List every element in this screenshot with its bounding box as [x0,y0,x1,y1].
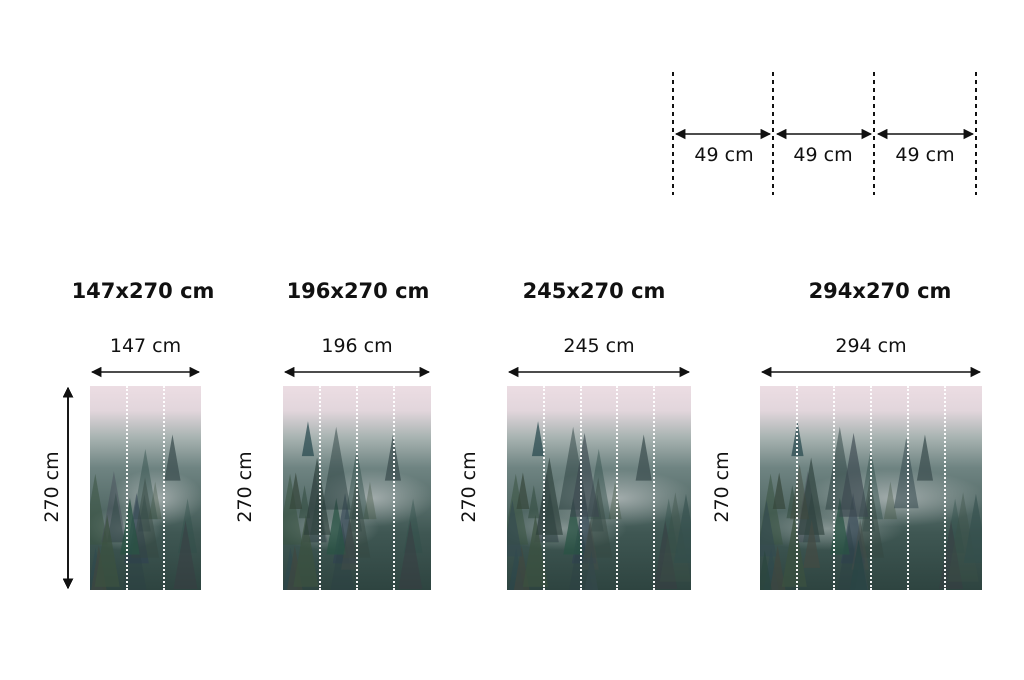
panel-seam [542,386,545,590]
panel-seam [653,386,656,590]
wallpaper-preview [90,386,201,590]
size-title: 294x270 cm [808,279,952,303]
panel-width-label: 49 cm [793,144,853,166]
panel-seam [907,386,909,590]
panel-seam [579,386,582,590]
panel-seam [163,386,165,590]
width-label: 196 cm [321,335,393,357]
panel-seam [126,386,128,590]
panel-seam [870,386,872,590]
wallpaper-preview [507,386,691,590]
tree-silhouettes [760,421,982,590]
tree-silhouettes [90,434,198,590]
panel-seam [944,386,946,590]
panel-seam [356,386,358,590]
size-title: 245x270 cm [522,279,666,303]
panel-width-label: 49 cm [694,144,754,166]
panel-seam [796,386,798,590]
wallpaper-preview [760,386,982,590]
size-title: 147x270 cm [71,279,215,303]
panel-seam [616,386,619,590]
width-label: 147 cm [109,335,182,357]
panel-width-label: 49 cm [895,144,955,166]
width-label: 294 cm [835,335,907,357]
panel-seam [393,386,395,590]
tree-silhouettes [507,421,691,590]
panel-seam [833,386,835,590]
size-title: 196x270 cm [286,279,430,303]
wallpaper-preview [283,386,431,590]
width-label: 245 cm [563,335,635,357]
panel-seam [319,386,321,590]
